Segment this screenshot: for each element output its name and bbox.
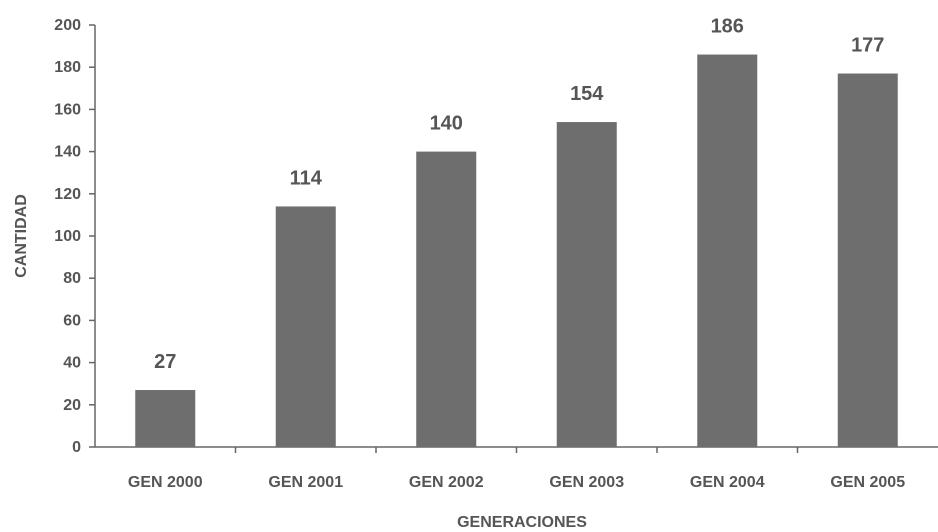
y-tick-label: 20 <box>63 397 81 414</box>
bar <box>837 73 898 447</box>
y-tick-label: 180 <box>54 59 81 76</box>
y-tick-label: 200 <box>54 17 81 34</box>
x-tick-label: GEN 2000 <box>128 474 203 491</box>
bars <box>135 54 898 447</box>
x-axis-title: GENERACIONES <box>457 514 587 531</box>
y-tick-label: 40 <box>63 355 81 372</box>
y-tick-label: 100 <box>54 228 81 245</box>
y-tick-label: 60 <box>63 312 81 329</box>
x-axis: GEN 2000 GEN 2001 GEN 2002 GEN 2003 GEN 2004… <box>95 446 938 491</box>
y-tick-label: 80 <box>63 270 81 287</box>
y-axis: 0 20 40 60 80 100 120 140 160 180 200 <box>54 17 96 456</box>
bar <box>275 206 336 447</box>
data-label: 186 <box>711 16 744 38</box>
data-label: 154 <box>570 83 604 105</box>
y-tick-label: 0 <box>72 439 81 456</box>
data-label: 27 <box>154 351 176 373</box>
y-axis-title: CANTIDAD <box>13 194 30 278</box>
x-tick-label: GEN 2002 <box>409 474 484 491</box>
data-label: 114 <box>290 167 323 189</box>
bar <box>697 54 758 447</box>
x-tick-label: GEN 2001 <box>268 474 343 491</box>
x-tick-label: GEN 2004 <box>690 474 765 491</box>
y-tick-label: 120 <box>54 186 81 203</box>
y-tick-label: 140 <box>54 144 81 161</box>
y-tick-label: 160 <box>54 101 81 118</box>
bar <box>416 151 477 447</box>
value-labels: 27 114 140 154 186 177 <box>154 16 884 373</box>
x-tick-label: GEN 2005 <box>830 474 905 491</box>
data-label: 140 <box>430 113 463 135</box>
data-label: 177 <box>851 35 884 57</box>
x-tick-label: GEN 2003 <box>549 474 624 491</box>
bar <box>556 122 617 447</box>
bar <box>135 390 196 447</box>
